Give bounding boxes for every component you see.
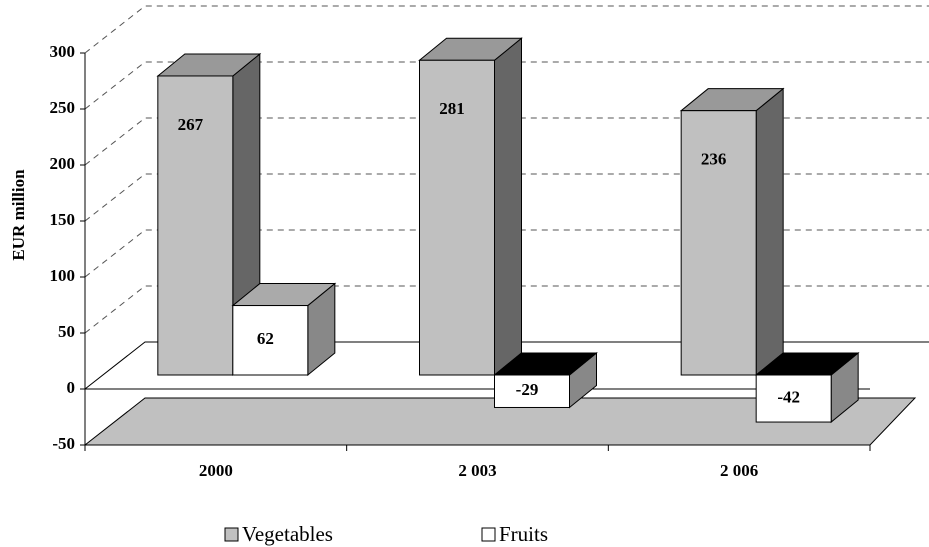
bar: [231, 282, 337, 377]
bar-front: [494, 374, 570, 408]
y-tick-label: 150: [50, 210, 76, 229]
y-tick-label: 300: [50, 42, 76, 61]
y-tick-label: 250: [50, 98, 76, 117]
bar: [679, 87, 785, 377]
bar-front: [232, 305, 309, 376]
bar-side: [494, 37, 522, 377]
bar-front: [680, 110, 757, 376]
bar-front: [419, 59, 495, 376]
legend-label: Fruits: [499, 522, 548, 546]
grid-line: [84, 229, 929, 278]
y-tick-label: 0: [67, 378, 76, 397]
y-tick-label: 50: [58, 322, 75, 341]
bar-front: [157, 75, 234, 376]
grid-line: [84, 61, 929, 110]
data-label: 267: [178, 115, 204, 134]
grid-line: [84, 173, 929, 222]
data-label: -29: [516, 380, 539, 399]
data-label: 281: [439, 99, 465, 118]
legend-label: Vegetables: [242, 522, 333, 546]
grid-line: [84, 285, 929, 334]
zero-line-back: [84, 341, 929, 390]
legend-swatch: [481, 527, 496, 542]
grid-line: [84, 117, 929, 166]
x-tick-label: 2000: [199, 461, 233, 480]
bar: [418, 37, 523, 377]
bar: [493, 351, 598, 409]
y-tick-label: 100: [50, 266, 76, 285]
y-tick-label: 200: [50, 154, 76, 173]
x-tick-label: 2 003: [458, 461, 496, 480]
bar-side: [755, 87, 784, 377]
y-axis-label: EUR million: [9, 169, 28, 261]
x-tick-label: 2 006: [720, 461, 758, 480]
legend-swatch: [224, 527, 239, 542]
data-label: 62: [257, 329, 274, 348]
y-tick-label: -50: [52, 434, 75, 453]
data-label: -42: [777, 387, 800, 406]
grid-line: [84, 5, 929, 54]
bar: [754, 351, 860, 424]
bar-front: [755, 374, 832, 423]
data-label: 236: [701, 150, 727, 169]
